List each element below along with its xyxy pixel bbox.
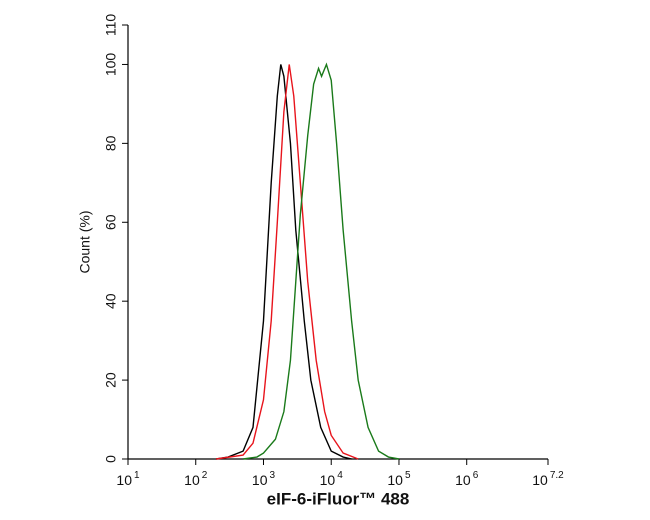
x-tick-label: 10 2	[184, 470, 208, 488]
y-tick-label: 60	[103, 214, 119, 230]
y-tick-label: 100	[103, 53, 119, 77]
x-tick-exponent: 2	[202, 470, 208, 481]
y-tick-label: 20	[103, 372, 119, 388]
histogram-line	[216, 64, 359, 460]
x-axis-label: eIF-6-iFluor™ 488	[267, 489, 410, 508]
x-tick-base: 10	[532, 472, 548, 488]
x-tick-label: 10 6	[455, 470, 479, 488]
x-tick-base: 10	[455, 472, 471, 488]
x-tick-exponent: 7.2	[550, 470, 564, 481]
y-tick-label: 80	[103, 135, 119, 151]
x-tick-base: 10	[387, 472, 403, 488]
x-tick-label: 10 3	[252, 470, 276, 488]
x-tick-base: 10	[116, 472, 132, 488]
x-tick-exponent: 4	[337, 470, 343, 481]
x-tick-label: 10 5	[387, 470, 411, 488]
x-tick-base: 10	[184, 472, 200, 488]
histogram-line	[216, 64, 352, 460]
x-tick-exponent: 6	[473, 470, 479, 481]
x-tick-label: 10 7.2	[532, 470, 564, 488]
y-tick-label: 0	[103, 455, 119, 463]
x-tick-exponent: 5	[405, 470, 411, 481]
y-tick-label: 110	[103, 14, 119, 37]
x-tick-exponent: 3	[269, 470, 275, 481]
x-tick-base: 10	[320, 472, 336, 488]
histogram-line	[242, 62, 400, 460]
x-tick-label: 10 4	[320, 470, 344, 488]
y-tick-label: 40	[103, 293, 119, 309]
x-tick-label: 10 1	[116, 470, 140, 488]
y-axis-label: Count (%)	[77, 210, 93, 273]
x-tick-base: 10	[252, 472, 268, 488]
x-tick-exponent: 1	[134, 470, 140, 481]
